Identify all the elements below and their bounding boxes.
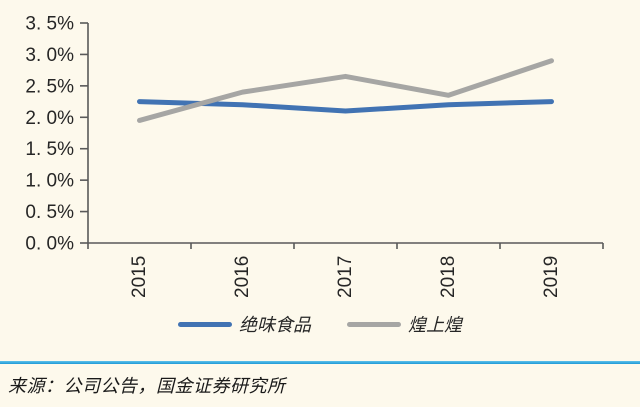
y-tick-label: 0. 0% xyxy=(25,234,74,255)
line-chart: 0. 0% 0. 5% 1. 0% 1. 5% 2. 0% 2. 5% 3. 0% 3. 5%… xyxy=(25,14,604,298)
y-tick-label: 2. 0% xyxy=(25,108,74,129)
legend-swatch-0 xyxy=(178,321,232,327)
legend-item-1: 煌上煌 xyxy=(347,311,462,337)
y-tick-label: 2. 5% xyxy=(25,76,74,97)
legend-swatch-1 xyxy=(347,321,401,327)
x-tick-label: 2019 xyxy=(541,256,562,298)
y-tick-label: 0. 5% xyxy=(25,202,74,223)
x-tick-label: 2016 xyxy=(232,256,253,298)
x-tick-label: 2017 xyxy=(335,256,356,298)
y-tick-label: 3. 0% xyxy=(25,45,74,66)
y-tick-label: 3. 5% xyxy=(25,14,74,35)
series-line-1 xyxy=(137,58,554,123)
y-tick-label: 1. 5% xyxy=(25,139,74,160)
legend-label-0: 绝味食品 xyxy=(239,315,311,335)
legend-label-1: 煌上煌 xyxy=(408,315,462,335)
x-tick-label: 2015 xyxy=(129,256,150,298)
source-text: 来源：公司公告，国金证券研究所 xyxy=(8,376,286,396)
chart-legend: 绝味食品 煌上煌 xyxy=(0,311,640,337)
separator-line xyxy=(0,361,640,364)
legend-item-0: 绝味食品 xyxy=(178,311,311,337)
x-tick-label: 2018 xyxy=(438,256,459,298)
y-tick-label: 1. 0% xyxy=(25,171,74,192)
